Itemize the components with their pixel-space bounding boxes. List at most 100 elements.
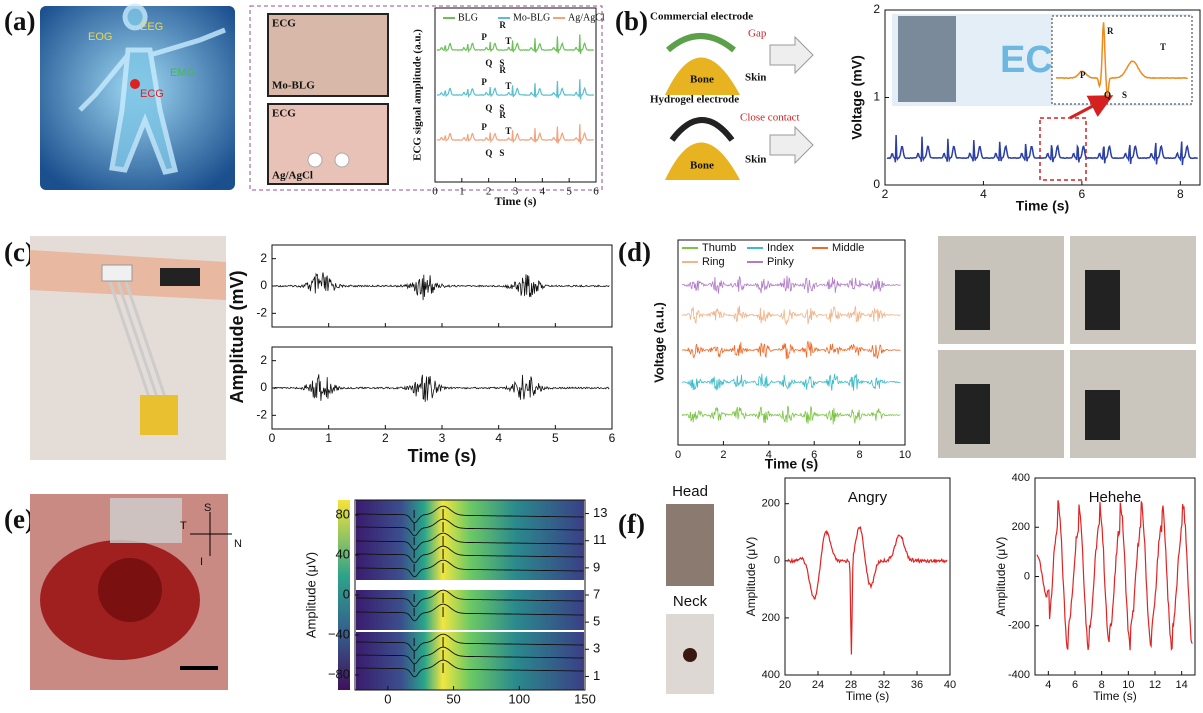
wave-label: R — [499, 20, 506, 30]
photo-label: ECG — [272, 108, 296, 120]
wave-label: T — [505, 81, 511, 91]
panel-label: (e) — [4, 504, 34, 534]
diagram-label: Close contact — [740, 112, 800, 124]
y2-tick-label: 7 — [593, 586, 600, 601]
x-axis-label: Time (s) — [494, 194, 536, 208]
x-tick-label: 40 — [944, 679, 956, 691]
site-label: EEG — [140, 21, 163, 33]
y-tick-label: 2 — [873, 2, 880, 16]
y2-tick-label: 5 — [593, 614, 600, 629]
site-label: EMG — [170, 67, 195, 79]
pupil — [98, 558, 162, 622]
signal-trace — [887, 135, 1198, 165]
robot-hand — [1085, 270, 1120, 330]
y-tick-label: 0 — [260, 380, 267, 394]
photo-label: Ag/AgCl — [272, 170, 313, 182]
photo-label: Head — [672, 483, 708, 500]
x-tick-label: 6 — [609, 431, 616, 445]
panel-label: (d) — [618, 237, 651, 267]
x-tick-label: 1 — [325, 431, 332, 445]
site-label: ECG — [140, 88, 164, 100]
x-tick-label: 12 — [1149, 679, 1161, 691]
y-tick-label: -2 — [256, 408, 267, 422]
x-tick-label: 2 — [486, 186, 492, 198]
x-tick-label: 24 — [812, 679, 824, 691]
y-axis-label: Amplitude (μV) — [994, 537, 1008, 617]
robot-hand — [955, 270, 990, 330]
photo-grid — [938, 236, 1196, 458]
photo-label: Neck — [673, 593, 708, 610]
signal-trace — [682, 306, 900, 325]
electrode — [308, 153, 322, 167]
wave-label: R — [1107, 26, 1114, 36]
x-tick-label: 5 — [552, 431, 559, 445]
heart — [130, 79, 140, 89]
arrow — [770, 37, 813, 163]
y-tick-label: 200 — [762, 498, 780, 510]
x-tick-label: 100 — [508, 691, 530, 706]
electrode — [683, 648, 697, 662]
y-tick-label: 400 — [762, 669, 780, 681]
y-axis-label: Amplitude (μV) — [303, 552, 318, 638]
y-tick-label: 2 — [260, 353, 267, 367]
x-tick-label: 50 — [446, 691, 460, 706]
panel-label: (c) — [4, 237, 34, 267]
orientation-label: I — [200, 556, 203, 568]
wave-label: P — [481, 32, 487, 42]
chart-title: Hehehe — [1089, 489, 1142, 506]
wave-label: T — [505, 36, 511, 46]
panel-label: (a) — [4, 6, 35, 36]
y-axis-label: Amplitude (μV) — [744, 537, 758, 617]
signal-trace — [437, 79, 594, 99]
wave-label: T — [505, 126, 511, 136]
y-tick-label: -2 — [256, 306, 267, 320]
commercial-electrode — [668, 36, 734, 50]
wave-label: Q — [1104, 90, 1111, 100]
photo-label: ECG — [272, 18, 296, 30]
y-tick-label: −40 — [328, 626, 350, 641]
signal-trace — [682, 374, 900, 391]
legend-label: Ring — [702, 256, 725, 268]
photo — [666, 504, 714, 586]
y-tick-label: 0 — [774, 555, 780, 567]
signal-trace — [682, 341, 900, 359]
y-tick-label: 200 — [762, 612, 780, 624]
site-label: EOG — [88, 31, 112, 43]
heatmap-block — [356, 632, 584, 690]
x-axis-label: Time (s) — [765, 456, 818, 472]
x-tick-label: 8 — [1177, 187, 1184, 201]
y-axis-label: ECG signal amplitude (a.u.) — [412, 29, 424, 161]
x-tick-label: 5 — [566, 186, 572, 198]
wave-label: S — [499, 148, 504, 158]
y-tick-label: −80 — [328, 666, 350, 681]
y-tick-label: 1 — [873, 90, 880, 104]
legend-label: Middle — [832, 242, 864, 254]
diagram-label: Skin — [745, 72, 766, 84]
signal-trace — [682, 276, 900, 294]
wave-label: S — [1122, 90, 1127, 100]
x-tick-label: 4 — [540, 186, 546, 198]
x-tick-label: 4 — [495, 431, 502, 445]
signal-trace — [274, 374, 609, 402]
y-axis-label: Voltage (a.u.) — [651, 302, 666, 383]
x-tick-label: 150 — [574, 691, 596, 706]
legend-label: Index — [767, 242, 794, 254]
x-tick-label: 2 — [882, 187, 889, 201]
signal-trace — [437, 124, 594, 144]
y-tick-label: 0 — [1024, 570, 1030, 582]
legend-label: BLG — [458, 12, 478, 23]
wave-label: P — [1080, 70, 1086, 80]
wave-label: Q — [485, 148, 492, 158]
signal-trace — [1037, 500, 1192, 650]
watch — [160, 268, 200, 286]
wave-label: R — [499, 110, 506, 120]
y-tick-label: 0 — [260, 278, 267, 292]
zoom-box — [1040, 118, 1086, 180]
robot-hand — [955, 384, 990, 444]
hydrogel-electrode — [672, 120, 732, 140]
wave-label: R — [499, 65, 506, 75]
x-tick-label: 0 — [269, 431, 276, 445]
orientation-label: N — [234, 538, 242, 550]
signal-trace — [682, 406, 900, 424]
wave-label: Q — [485, 103, 492, 113]
